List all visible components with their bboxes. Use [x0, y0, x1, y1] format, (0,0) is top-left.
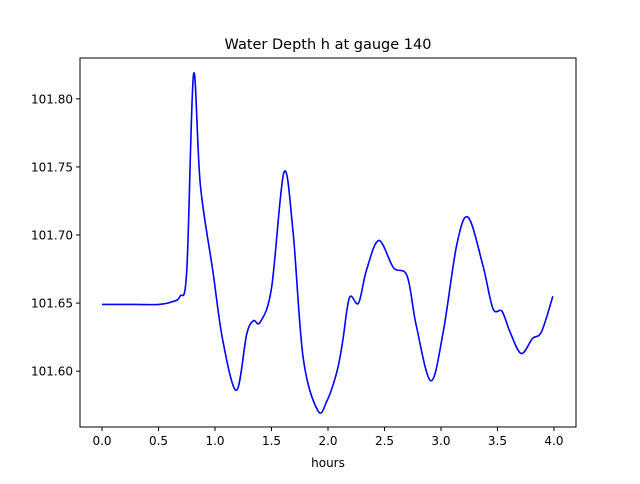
- y-tick-label: 101.80: [31, 92, 73, 106]
- series-line-h: [102, 72, 554, 414]
- y-axis: 101.60 101.65 101.70 101.75 101.80: [31, 92, 80, 379]
- x-axis-label: hours: [311, 456, 345, 470]
- x-tick-label: 2.0: [318, 434, 337, 448]
- chart-title: Water Depth h at gauge 140: [225, 37, 432, 53]
- x-tick-label: 1.0: [205, 434, 224, 448]
- axes-frame: [79, 57, 577, 428]
- y-tick-label: 101.65: [31, 297, 73, 311]
- x-tick-label: 0.5: [149, 434, 168, 448]
- y-tick-label: 101.60: [31, 365, 73, 379]
- x-tick-label: 3.5: [488, 434, 507, 448]
- x-tick-label: 4.0: [544, 434, 563, 448]
- plot-area: [102, 72, 554, 414]
- x-tick-label: 1.5: [262, 434, 281, 448]
- y-tick-label: 101.75: [31, 160, 73, 174]
- x-tick-label: 3.0: [431, 434, 450, 448]
- x-tick-label: 0.0: [92, 434, 111, 448]
- x-tick-label: 2.5: [375, 434, 394, 448]
- y-tick-label: 101.70: [31, 229, 73, 243]
- x-axis: 0.0 0.5 1.0 1.5 2.0 2.5 3.0 3.5 4.0: [92, 427, 564, 448]
